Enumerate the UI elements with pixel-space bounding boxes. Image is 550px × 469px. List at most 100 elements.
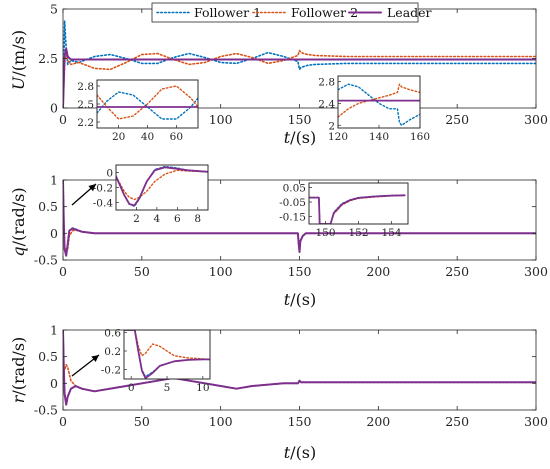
inset-y-tick-label: 2.4 [318,98,335,110]
legend: Follower 1 Follower 2 Leader [151,2,432,23]
inset-y-tick-label: -0.05 [279,197,306,209]
inset-series-line-follower-1 [338,83,420,126]
series-line-leader [63,47,536,108]
inset-x-tick-label: 120 [328,131,348,143]
series-group [63,20,536,108]
x-axis-symbol: t [284,128,291,147]
inset-r-1: 0 5 10 0.6 0.2 -0.2 [101,327,211,394]
inset-series-group [338,83,420,126]
inset-x-tick-label: 2 [133,213,140,225]
y-tick-label: 2.5 [38,51,58,66]
x-axis-unit: /(s) [290,128,316,147]
series-line-follower-2 [63,47,536,108]
inset-series-group [97,85,198,120]
inset-y-tick-label: 2.8 [77,81,94,93]
y-tick-label: -0.5 [34,403,58,418]
inset-x-tick-label: 140 [369,131,389,143]
y-tick-label: 0 [50,226,58,241]
inset-series-line-leader [116,166,208,207]
inset-y-tick-label: 2.5 [77,99,94,111]
y-axis-label: U/(m/s) [9,30,28,90]
inset-series-line-leader [309,194,406,224]
x-tick-label: 100 [209,414,233,429]
inset-x-tick-label: 150 [315,227,335,239]
x-tick-label: 150 [288,414,312,429]
inset-y-tick-label: -0.4 [93,198,114,210]
x-tick-label: 0 [59,112,67,127]
panel-r: 0 50 100 150 200 250 300-0.500.51t/(s)r/(rad/s… [9,323,548,463]
y-axis-label: r/(rad/s) [9,337,28,404]
y-tick-label: 0.5 [38,199,58,214]
inset-y-tick-label: 2.8 [318,76,335,88]
inset-series-line-follower-2 [338,83,420,118]
x-tick-label: 0 [59,414,67,429]
inset-y-tick-label: 0.6 [104,327,121,339]
x-tick-label: 250 [445,414,469,429]
x-axis-symbol: t [284,443,291,462]
inset-U-2: 120 140 160 2 2.4 2.8 [318,75,430,143]
inset-U-1: 20 40 60 2.2 2.5 2.8 [77,79,199,143]
x-tick-label: 250 [445,264,469,279]
legend-label: Follower 1 [194,5,261,20]
x-tick-label: 100 [209,264,233,279]
inset-x-tick-label: 40 [141,131,154,143]
inset-x-tick-label: 4 [154,213,161,225]
y-tick-label: 0 [50,376,58,391]
y-axis-unit: /(m/s) [9,30,28,77]
inset-x-tick-label: 20 [112,131,125,143]
x-tick-label: 200 [366,414,390,429]
y-tick-label: 1 [50,323,58,338]
x-axis-unit: /(s) [290,290,316,309]
inset-series-line-follower-2 [97,85,198,120]
x-axis-label: t/(s) [284,290,317,309]
inset-x-tick-label: 60 [170,131,183,143]
inset-x-tick-label: 5 [164,382,171,394]
x-tick-label: 50 [134,414,150,429]
series-group [63,180,536,257]
y-tick-label: 0.5 [38,349,58,364]
x-tick-label: 0 [59,264,67,279]
inset-x-tick-label: 10 [196,382,209,394]
x-axis-label: t/(s) [284,443,317,462]
legend-label: Leader [387,5,432,20]
y-tick-label: -0.5 [34,253,58,268]
x-axis-symbol: t [284,290,291,309]
x-axis-unit: /(s) [290,443,316,462]
inset-x-tick-label: 154 [381,227,401,239]
inset-series-line-follower-2 [116,169,208,201]
x-tick-label: 300 [524,112,548,127]
y-axis-symbol: q [9,246,28,256]
x-tick-label: 50 [134,264,150,279]
series-line-follower-1 [63,20,536,108]
series-line-leader [63,180,536,257]
x-tick-label: 150 [288,112,312,127]
inset-series-group [116,165,208,207]
x-axis-label: t/(s) [284,128,317,147]
inset-series-line-leader [124,330,210,379]
inset-series-group [124,330,210,379]
y-tick-label: 0 [50,101,58,116]
inset-y-tick-label: -0.15 [279,212,306,224]
inset-x-tick-label: 152 [348,227,368,239]
inset-series-line-follower-2 [124,330,210,361]
inset-q-2: 150 152 154 0.05 -0.05 -0.15 [279,182,409,239]
inset-series-line-follower-1 [97,91,198,120]
inset-y-tick-label: 2 [328,120,335,132]
panel-q: 0 50 100 150 200 250 300-0.500.51t/(s)q/(rad/s… [9,164,548,309]
y-axis-symbol: U [9,76,28,90]
inset-y-tick-label: -0.2 [101,365,121,377]
inset-x-tick-label: 0 [128,382,135,394]
inset-y-tick-label: 0.05 [283,182,306,194]
x-tick-label: 250 [445,112,469,127]
arrow-head [91,355,99,363]
x-tick-label: 300 [524,264,548,279]
inset-q-1: 2 4 6 8 -0.4 -0.2 0 [93,164,209,225]
inset-y-tick-label: 2.2 [77,117,94,129]
y-tick-label: 1 [50,173,58,188]
inset-x-tick-label: 8 [194,213,201,225]
legend-label: Follower 2 [291,5,358,20]
inset-series-group [309,194,406,224]
y-axis-unit: /(rad/s) [9,337,28,396]
inset-x-tick-label: 6 [174,213,181,225]
